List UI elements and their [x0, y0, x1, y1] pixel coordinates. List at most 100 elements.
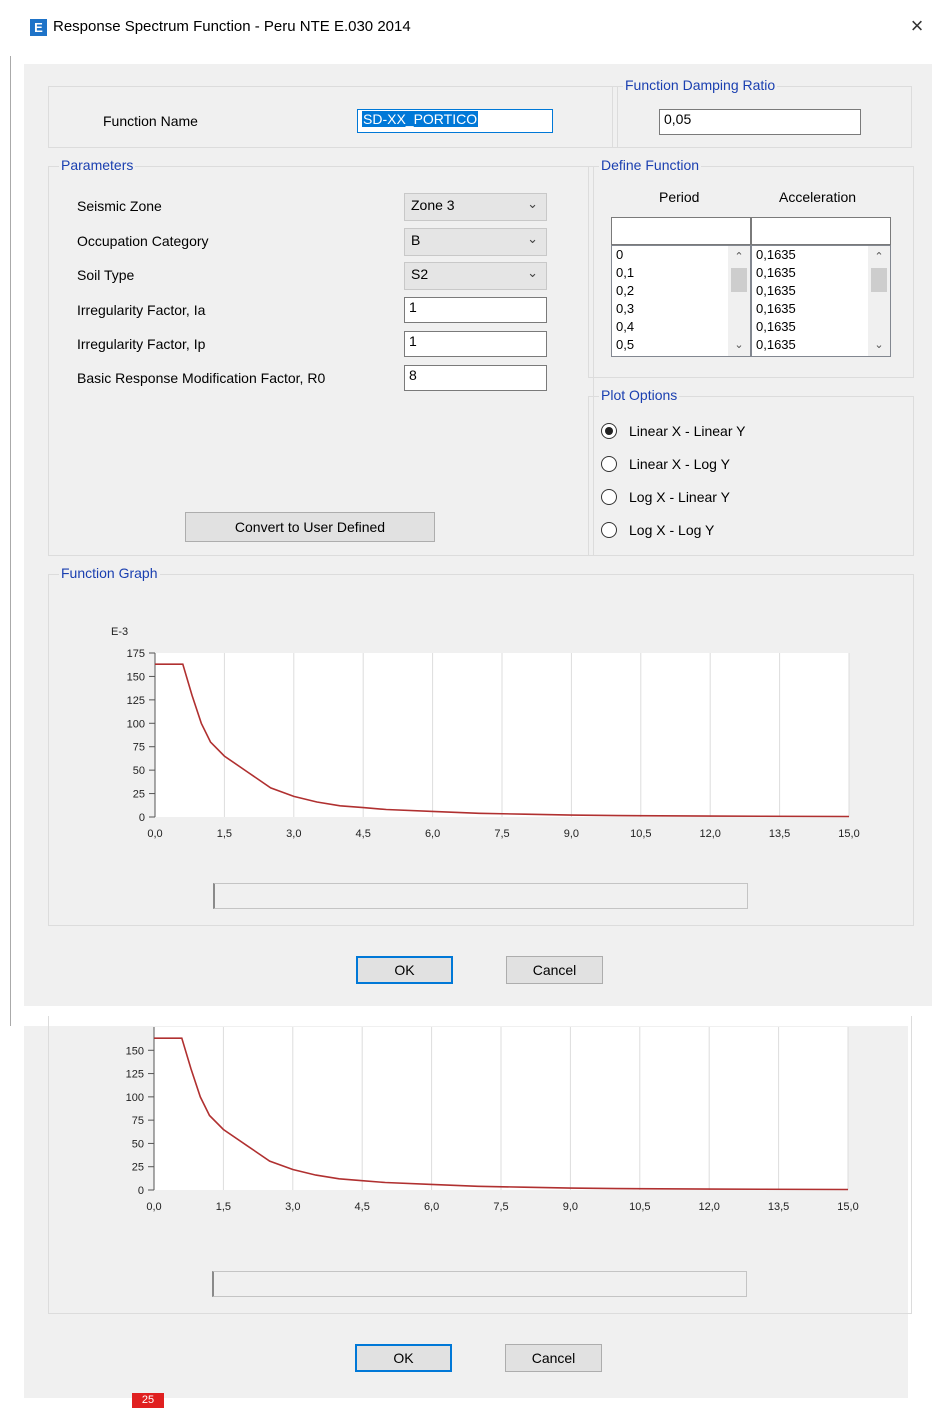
- convert-to-user-defined-button[interactable]: Convert to User Defined: [185, 512, 435, 542]
- period-header: Period: [659, 189, 700, 205]
- occupation-category-label: Occupation Category: [77, 233, 209, 249]
- ok-button[interactable]: OK: [355, 1344, 452, 1372]
- scrollbar-thumb[interactable]: [731, 268, 747, 292]
- acceleration-list[interactable]: 0,1635 0,1635 0,1635 0,1635 0,1635 0,163…: [751, 245, 891, 357]
- r0-input[interactable]: 8: [404, 365, 547, 391]
- cancel-button[interactable]: Cancel: [505, 1344, 602, 1372]
- x-tick-label: 6,0: [425, 828, 440, 840]
- irregularity-ip-label: Irregularity Factor, Ip: [77, 336, 206, 352]
- y-tick-label: 0: [139, 812, 145, 824]
- plot-option-linear-log[interactable]: Linear X - Log Y: [601, 454, 901, 476]
- x-tick-label: 13,5: [768, 1201, 789, 1213]
- chevron-down-icon: ⌄: [527, 196, 538, 211]
- y-tick-label: 75: [133, 742, 145, 754]
- list-item[interactable]: 0,1635: [756, 265, 796, 280]
- x-tick-label: 15,0: [838, 828, 859, 840]
- period-input[interactable]: [611, 217, 751, 245]
- soil-type-select[interactable]: S2 ⌄: [404, 262, 547, 290]
- x-tick-label: 13,5: [769, 828, 790, 840]
- chevron-down-icon[interactable]: ⌄: [734, 339, 744, 351]
- radio-selected[interactable]: [601, 423, 617, 439]
- list-item[interactable]: 0,1635: [756, 319, 796, 334]
- y-tick-label: 125: [126, 1069, 144, 1081]
- function-graph-group-label: Function Graph: [59, 565, 160, 581]
- list-item[interactable]: 0: [616, 247, 624, 262]
- dialog-body: Function Name SD-XX_PORTICO Function Dam…: [24, 64, 932, 1006]
- list-item[interactable]: 0,5: [616, 337, 635, 352]
- irregularity-ia-input[interactable]: 1: [404, 297, 547, 323]
- cancel-button[interactable]: Cancel: [506, 956, 603, 984]
- y-tick-label: 125: [127, 695, 145, 707]
- x-tick-label: 10,5: [629, 1201, 650, 1213]
- y-tick-label: 50: [133, 765, 145, 777]
- list-item[interactable]: 0,1635: [756, 283, 796, 298]
- y-tick-label: 25: [133, 789, 145, 801]
- title-bar: E Response Spectrum Function - Peru NTE …: [0, 0, 932, 56]
- plot-options-group-label: Plot Options: [599, 387, 680, 403]
- x-tick-label: 4,5: [356, 828, 371, 840]
- damping-ratio-group-label: Function Damping Ratio: [623, 77, 778, 93]
- define-function-group-label: Define Function: [599, 157, 702, 173]
- function-name-input[interactable]: SD-XX_PORTICO: [357, 109, 553, 133]
- r0-label: Basic Response Modification Factor, R0: [77, 370, 326, 386]
- function-name-label: Function Name: [103, 113, 198, 129]
- plot-option-label: Linear X - Log Y: [629, 456, 730, 472]
- radio-unselected[interactable]: [601, 522, 617, 538]
- period-scrollbar[interactable]: ⌃ ⌄: [728, 246, 750, 356]
- function-name-value: SD-XX_PORTICO: [362, 111, 479, 127]
- x-tick-label: 12,0: [699, 828, 720, 840]
- close-icon[interactable]: ×: [910, 13, 924, 38]
- y-tick-label: 0: [138, 1185, 144, 1197]
- function-graph-group-duplicate: 0,0 1,5 3,0 4,5 6,0 7,5 9,0 10,5 12,0 13,5 15,0 0 25…: [48, 1016, 912, 1314]
- parameters-group-label: Parameters: [59, 157, 136, 173]
- x-tick-label: 1,5: [217, 828, 232, 840]
- x-tick-label: 7,5: [493, 1201, 508, 1213]
- chevron-up-icon[interactable]: ⌃: [734, 251, 744, 263]
- y-tick-label: 75: [132, 1115, 144, 1127]
- plot-option-log-linear[interactable]: Log X - Linear Y: [601, 487, 901, 509]
- acceleration-header: Acceleration: [779, 189, 857, 205]
- window-title: Response Spectrum Function - Peru NTE E.…: [53, 18, 411, 35]
- list-item[interactable]: 0,2: [616, 283, 635, 298]
- chevron-down-icon: ⌄: [527, 265, 538, 280]
- damping-ratio-input[interactable]: 0,05: [659, 109, 861, 135]
- occupation-category-select[interactable]: B ⌄: [404, 228, 547, 256]
- parameters-group: Parameters Seismic Zone Zone 3 ⌄ Occupat…: [48, 157, 594, 556]
- chevron-up-icon[interactable]: ⌃: [874, 251, 884, 263]
- seismic-zone-label: Seismic Zone: [77, 198, 162, 214]
- radio-unselected[interactable]: [601, 456, 617, 472]
- x-tick-label: 9,0: [564, 828, 579, 840]
- irregularity-ip-input[interactable]: 1: [404, 331, 547, 357]
- x-tick-label: 4,5: [355, 1201, 370, 1213]
- x-tick-label: 1,5: [216, 1201, 231, 1213]
- plot-option-label: Linear X - Linear Y: [629, 423, 746, 439]
- acceleration-scrollbar[interactable]: ⌃ ⌄: [868, 246, 890, 356]
- scrollbar-thumb[interactable]: [871, 268, 887, 292]
- period-list[interactable]: 0 0,1 0,2 0,3 0,4 0,5 ⌃ ⌄: [611, 245, 751, 357]
- occupation-category-value: B: [411, 232, 421, 248]
- x-tick-label: 3,0: [285, 1201, 300, 1213]
- x-tick-label: 10,5: [630, 828, 651, 840]
- page-badge: 25: [132, 1393, 164, 1408]
- x-tick-label: 0,0: [147, 828, 162, 840]
- chevron-down-icon[interactable]: ⌄: [874, 339, 884, 351]
- graph-scrollbar[interactable]: [212, 1271, 747, 1297]
- list-item[interactable]: 0,1635: [756, 337, 796, 352]
- x-tick-label: 0,0: [146, 1201, 161, 1213]
- plot-options-group: Plot Options Linear X - Linear Y Linear …: [588, 387, 914, 556]
- x-tick-label: 7,5: [494, 828, 509, 840]
- plot-option-linear-linear[interactable]: Linear X - Linear Y: [601, 421, 901, 443]
- x-tick-label: 15,0: [837, 1201, 858, 1213]
- radio-unselected[interactable]: [601, 489, 617, 505]
- y-tick-label: 150: [126, 1045, 144, 1057]
- list-item[interactable]: 0,1: [616, 265, 635, 280]
- acceleration-input[interactable]: [751, 217, 891, 245]
- ok-button[interactable]: OK: [356, 956, 453, 984]
- graph-scrollbar[interactable]: [213, 883, 748, 909]
- plot-option-log-log[interactable]: Log X - Log Y: [601, 520, 901, 542]
- seismic-zone-select[interactable]: Zone 3 ⌄: [404, 193, 547, 221]
- list-item[interactable]: 0,1635: [756, 301, 796, 316]
- list-item[interactable]: 0,3: [616, 301, 635, 316]
- list-item[interactable]: 0,4: [616, 319, 635, 334]
- list-item[interactable]: 0,1635: [756, 247, 796, 262]
